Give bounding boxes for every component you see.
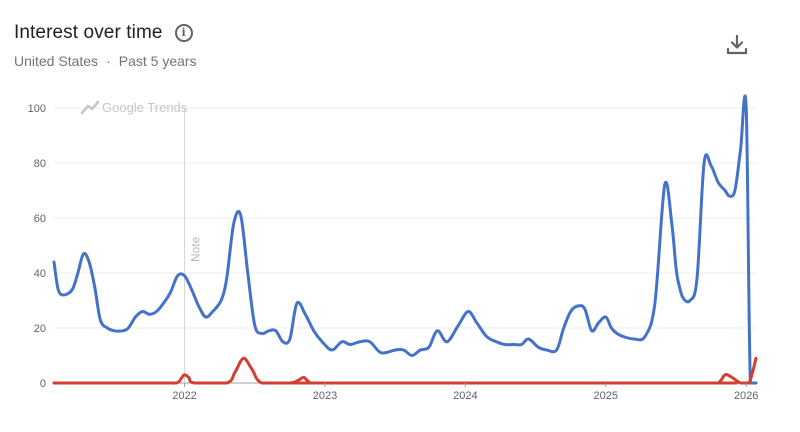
y-tick-label: 60: [34, 213, 46, 225]
chart-grid: [54, 107, 756, 384]
chart-note: Note: [184, 108, 203, 383]
x-tick-label: 2026: [734, 390, 758, 402]
watermark-text: Google Trends: [102, 100, 188, 115]
chart-subtitle: United States · Past 5 years: [14, 53, 197, 69]
chart-title: Interest over time: [14, 22, 163, 43]
x-tick-label: 2022: [172, 390, 196, 402]
trends-logo-icon: [80, 100, 100, 115]
download-button[interactable]: [724, 33, 750, 57]
x-tick-label: 2024: [453, 390, 477, 402]
chart-header: Interest over time i United States · Past …: [14, 22, 197, 69]
info-icon[interactable]: i: [174, 24, 193, 42]
timeframe-label: Past 5 years: [118, 53, 197, 69]
region-label: United States: [14, 53, 99, 69]
chart-watermark: Google Trends: [80, 100, 188, 115]
y-tick-label: 40: [34, 268, 46, 280]
download-icon: [726, 34, 748, 55]
y-tick-label: 0: [40, 378, 46, 390]
series-line-red: [52, 356, 758, 385]
chart-series: [52, 94, 758, 385]
y-tick-label: 80: [34, 158, 46, 170]
x-tick-label: 2023: [313, 390, 337, 402]
y-tick-label: 20: [34, 323, 46, 335]
separator-dot: ·: [106, 53, 111, 69]
note-label: Note: [189, 236, 203, 262]
y-tick-label: 100: [28, 103, 46, 115]
y-axis-ticks: 0 20 40 60 80 100: [28, 103, 46, 390]
x-tick-label: 2025: [594, 390, 618, 402]
series-line-blue: [52, 94, 758, 385]
x-axis-ticks: 2022 2023 2024 2025 2026: [172, 383, 758, 402]
